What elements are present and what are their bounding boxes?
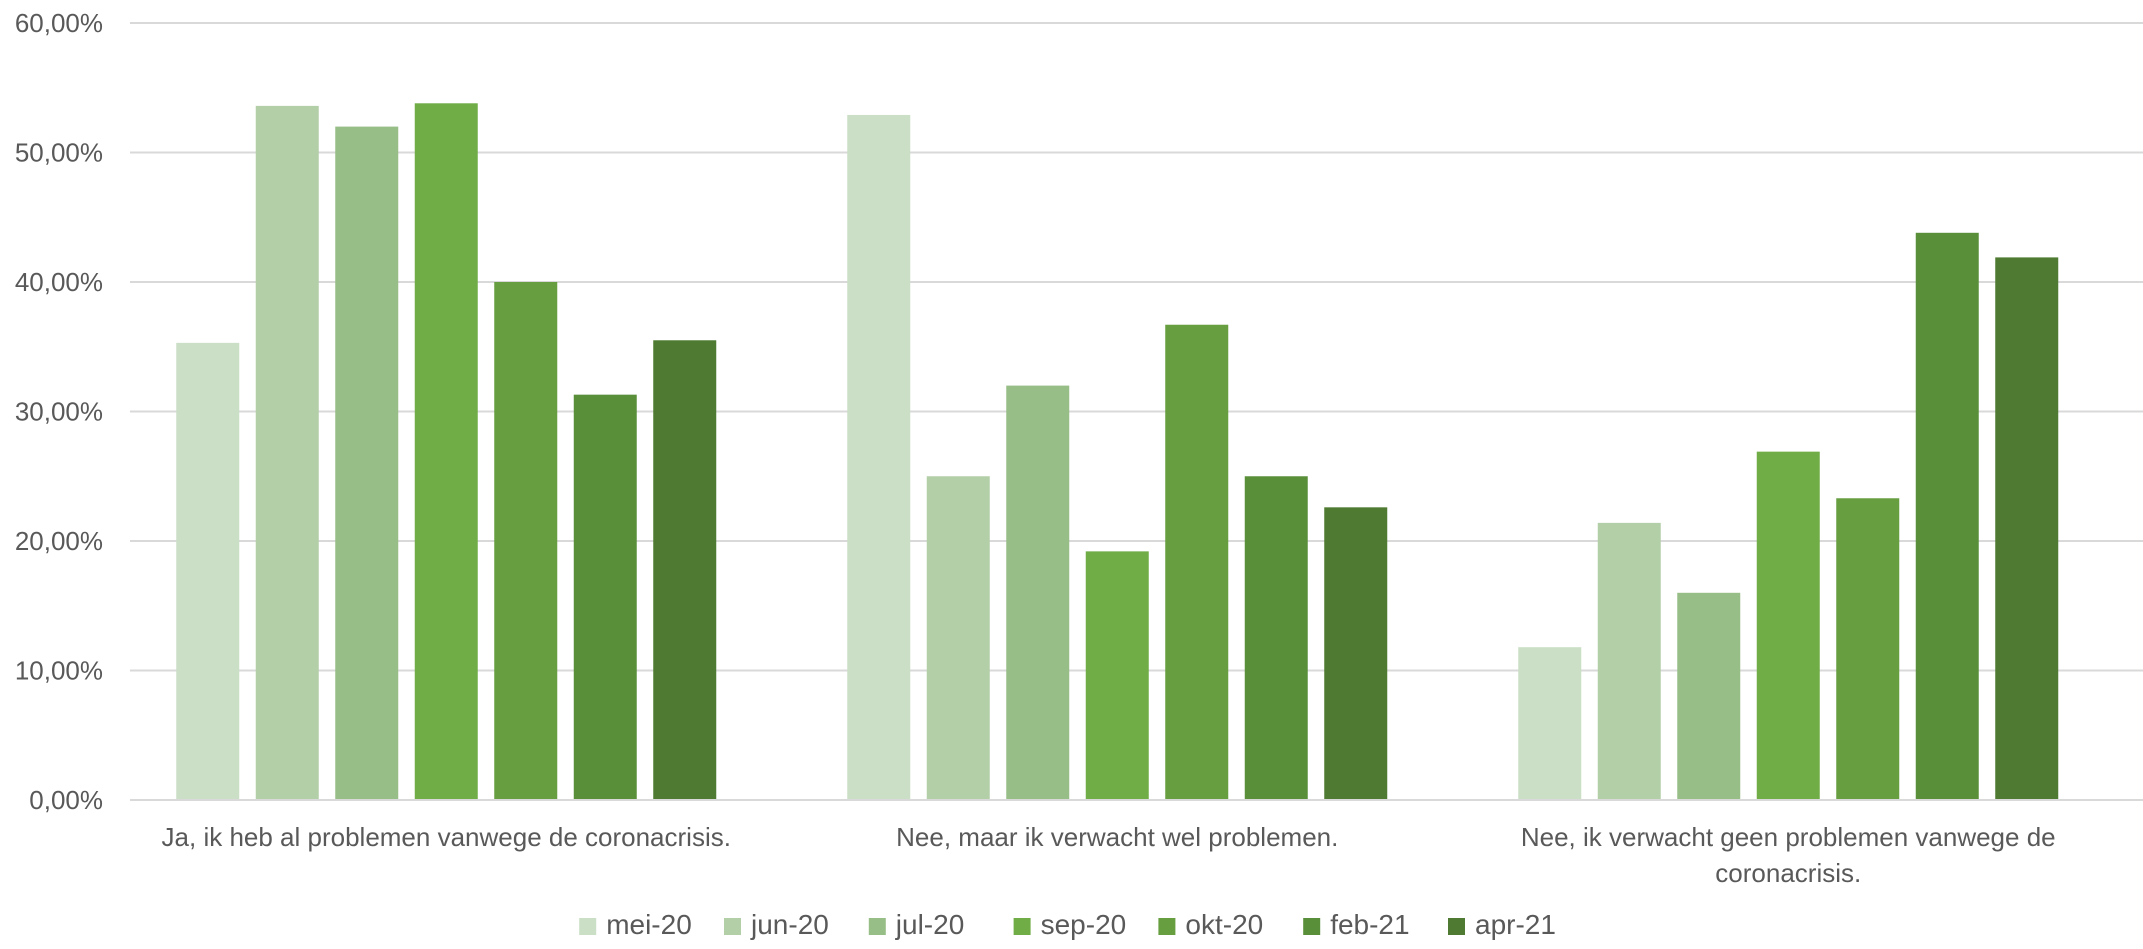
y-tick-label: 20,00% (15, 526, 103, 556)
bar (1085, 551, 1149, 800)
legend-label: feb-21 (1330, 909, 1409, 940)
category-label-line: Ja, ik heb al problemen vanwege de coron… (162, 822, 731, 852)
legend-item: okt-20 (1158, 909, 1263, 940)
legend: mei-20 jun-20 jul-20 sep-20 okt-20 feb-21 apr-… (579, 909, 1556, 940)
bar (335, 126, 399, 801)
bar (1324, 507, 1388, 800)
bar (1756, 451, 1820, 800)
legend-swatch (1158, 918, 1176, 935)
category-label: Ja, ik heb al problemen vanwege de coron… (162, 822, 731, 852)
y-tick-label: 30,00% (15, 397, 103, 427)
legend-item: feb-21 (1303, 909, 1410, 940)
legend-label: okt-20 (1185, 909, 1263, 940)
legend-item: mei-20 (579, 909, 692, 940)
legend-label: jun-20 (750, 909, 829, 940)
y-tick-label: 10,00% (15, 656, 103, 686)
category-label: Nee, maar ik verwacht wel problemen. (896, 822, 1338, 852)
legend-swatch (868, 918, 886, 935)
category-label-line: Nee, ik verwacht geen problemen vanwege … (1521, 822, 2056, 852)
bar (573, 394, 637, 800)
legend-label: mei-20 (606, 909, 692, 940)
legend-item: apr-21 (1448, 909, 1556, 940)
bar (847, 114, 911, 800)
y-tick-label: 50,00% (15, 138, 103, 168)
legend-swatch (1448, 918, 1465, 935)
bar (255, 105, 319, 800)
legend-item: jul-20 (868, 909, 964, 940)
y-axis-tick-labels: 0,00% 10,00% 20,00% 30,00% 40,00% 50,00% 60,00… (15, 8, 103, 815)
bars (176, 103, 2059, 801)
category-label: Nee, ik verwacht geen problemen vanwege … (1521, 822, 2056, 888)
y-tick-label: 0,00% (29, 785, 103, 815)
bar (1995, 257, 2059, 800)
bar (1677, 592, 1741, 800)
category-label-line: coronacrisis. (1715, 858, 1861, 888)
bar (926, 476, 990, 800)
legend-swatch (579, 918, 597, 935)
legend-swatch (724, 918, 741, 935)
category-labels: Ja, ik heb al problemen vanwege de coron… (162, 822, 2056, 888)
y-tick-label: 40,00% (15, 267, 103, 297)
bar (1518, 647, 1582, 800)
bar (1597, 522, 1661, 800)
bar (1836, 498, 1900, 800)
legend-swatch (1013, 918, 1031, 935)
legend-swatch (1303, 918, 1321, 935)
bar (653, 340, 717, 800)
bar (1244, 476, 1308, 800)
legend-item: jun-20 (724, 909, 829, 940)
bar (1006, 385, 1070, 800)
legend-label: jul-20 (895, 909, 964, 940)
bar (176, 342, 240, 800)
bar (1915, 232, 1979, 801)
bar (414, 103, 478, 801)
y-tick-label: 60,00% (15, 8, 103, 38)
legend-label: sep-20 (1041, 909, 1127, 940)
bar (1165, 324, 1229, 800)
legend-item: sep-20 (1013, 909, 1127, 940)
bar (494, 282, 558, 800)
legend-label: apr-21 (1475, 909, 1556, 940)
category-label-line: Nee, maar ik verwacht wel problemen. (896, 822, 1338, 852)
